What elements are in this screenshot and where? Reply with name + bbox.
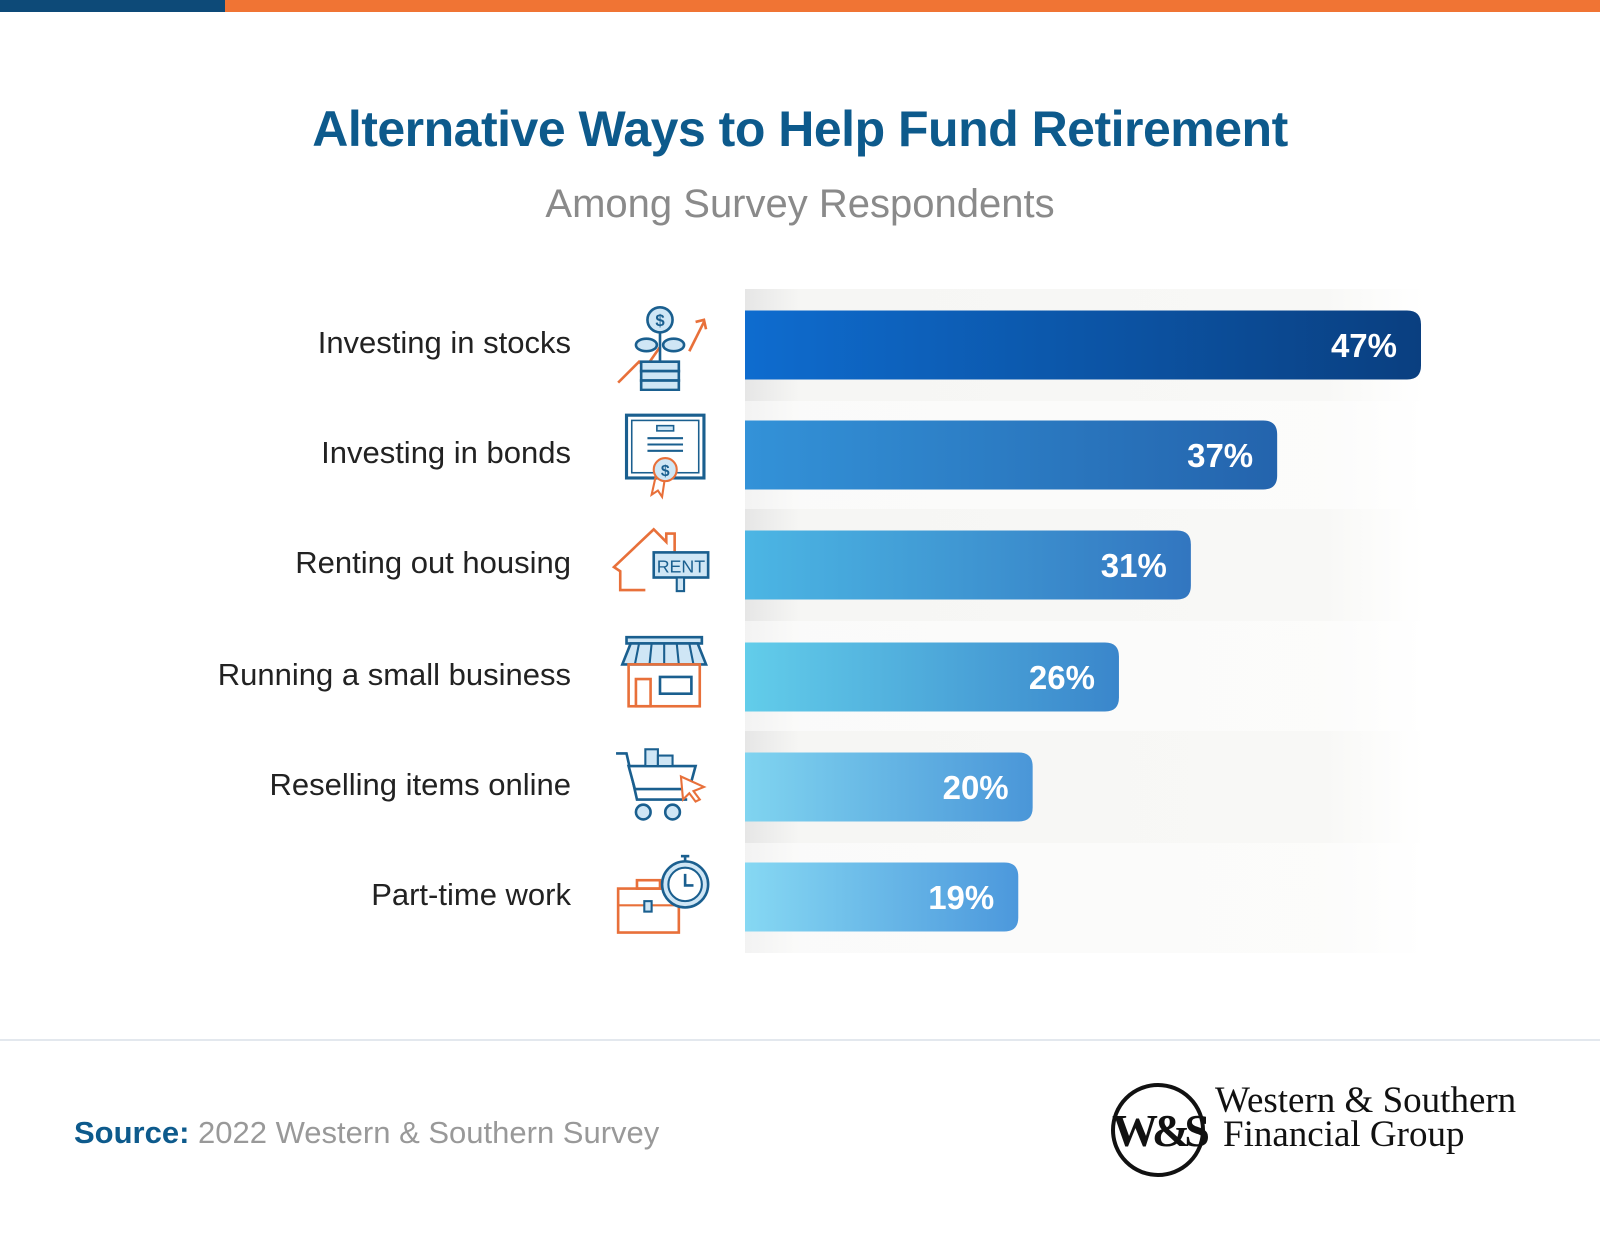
bar-2 [745, 420, 1278, 490]
top-accent-bar [0, 0, 1600, 12]
logo-mark-icon: W&S [1111, 1083, 1210, 1177]
storefront-icon [605, 633, 715, 723]
svg-text:W&S: W&S [1112, 1105, 1208, 1156]
bar-3 [745, 530, 1191, 600]
category-label: Renting out housing [295, 545, 571, 580]
shopping-cart-cursor-icon [605, 743, 715, 833]
bar-4 [745, 642, 1119, 712]
bars-layer: 47% 37% 31% 26% 20% 19% [745, 289, 1425, 953]
source-note: Source: 2022 Western & Southern Survey [74, 1115, 659, 1151]
house-rent-sign-icon: RENT [605, 521, 715, 611]
bar-1 [745, 310, 1421, 380]
svg-text:RENT: RENT [657, 556, 706, 576]
bar-6 [745, 862, 1019, 932]
chart-title: Alternative Ways to Help Fund Retirement [312, 101, 1288, 157]
logo-line-2: Financial Group [1223, 1114, 1465, 1155]
bar-chart: 47% 37% 31% 26% 20% 19% Investing in stocks In… [217, 289, 1425, 953]
logo-line-1: Western & Southern [1215, 1080, 1517, 1121]
category-label: Part-time work [371, 877, 571, 912]
bar-value-label: 20% [943, 769, 1009, 806]
category-label: Investing in bonds [321, 435, 571, 470]
bar-value-label: 26% [1029, 659, 1095, 696]
briefcase-stopwatch-icon [605, 853, 715, 943]
plant-coins-growth-icon: $ [605, 301, 715, 392]
top-accent-bar-dark [0, 0, 225, 12]
category-label: Investing in stocks [317, 325, 571, 360]
svg-text:$: $ [661, 463, 670, 480]
source-label: Source: [74, 1115, 190, 1150]
category-label: Running a small business [217, 657, 571, 692]
bar-value-label: 37% [1187, 437, 1253, 474]
bar-value-label: 19% [928, 879, 994, 916]
chart-subtitle: Among Survey Respondents [545, 182, 1055, 226]
bar-value-label: 47% [1331, 327, 1397, 364]
bar-value-label: 31% [1101, 547, 1167, 584]
source-text: 2022 Western & Southern Survey [189, 1115, 660, 1150]
certificate-bond-icon: $ [605, 411, 715, 501]
svg-text:$: $ [655, 311, 665, 330]
bar-5 [745, 752, 1033, 822]
company-logo: W&S Western & Southern Financial Group [1110, 1082, 1590, 1182]
footer-divider [0, 1039, 1600, 1041]
category-label: Reselling items online [269, 767, 571, 802]
